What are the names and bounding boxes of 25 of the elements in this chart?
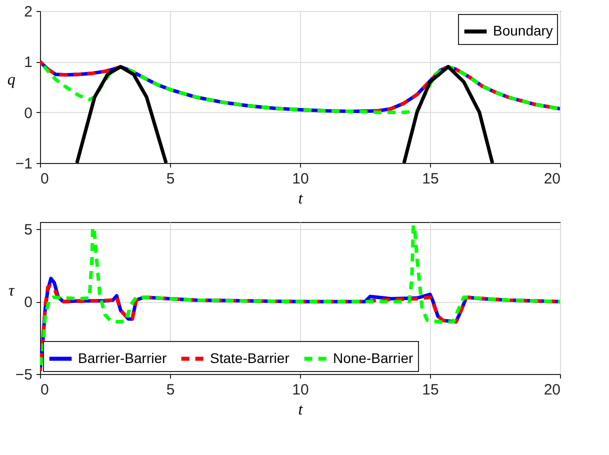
x-tick-label: 20 <box>544 170 560 188</box>
x-tick-label: 0 <box>40 170 49 188</box>
x-tick-label: 15 <box>422 382 439 398</box>
y-tick-label: 5 <box>24 222 32 239</box>
y-tick-label: 0 <box>24 104 32 122</box>
x-tick-label: 15 <box>422 170 439 188</box>
y-tick-label: 2 <box>24 4 32 20</box>
y-tick-label: −5 <box>15 366 32 384</box>
legend-label: State-Barrier <box>210 350 290 366</box>
y-tick-label: 1 <box>24 54 32 72</box>
y-axis-title: q <box>7 72 16 88</box>
x-tick-label: 0 <box>40 382 49 398</box>
x-tick-label: 20 <box>544 382 560 398</box>
x-tick-label: 10 <box>292 170 309 188</box>
y-tick-label: −1 <box>15 156 32 172</box>
legend-label: None-Barrier <box>333 350 414 366</box>
legend-label: Boundary <box>493 22 553 38</box>
y-tick-label: 0 <box>24 294 32 312</box>
x-axis-title: t <box>298 402 304 418</box>
y-axis-title: τ <box>8 282 16 300</box>
x-axis-title: t <box>298 190 304 208</box>
legend-label: Barrier-Barrier <box>78 350 168 366</box>
x-tick-label: 5 <box>166 170 175 188</box>
x-tick-label: 10 <box>292 382 309 398</box>
x-tick-label: 5 <box>166 382 175 398</box>
